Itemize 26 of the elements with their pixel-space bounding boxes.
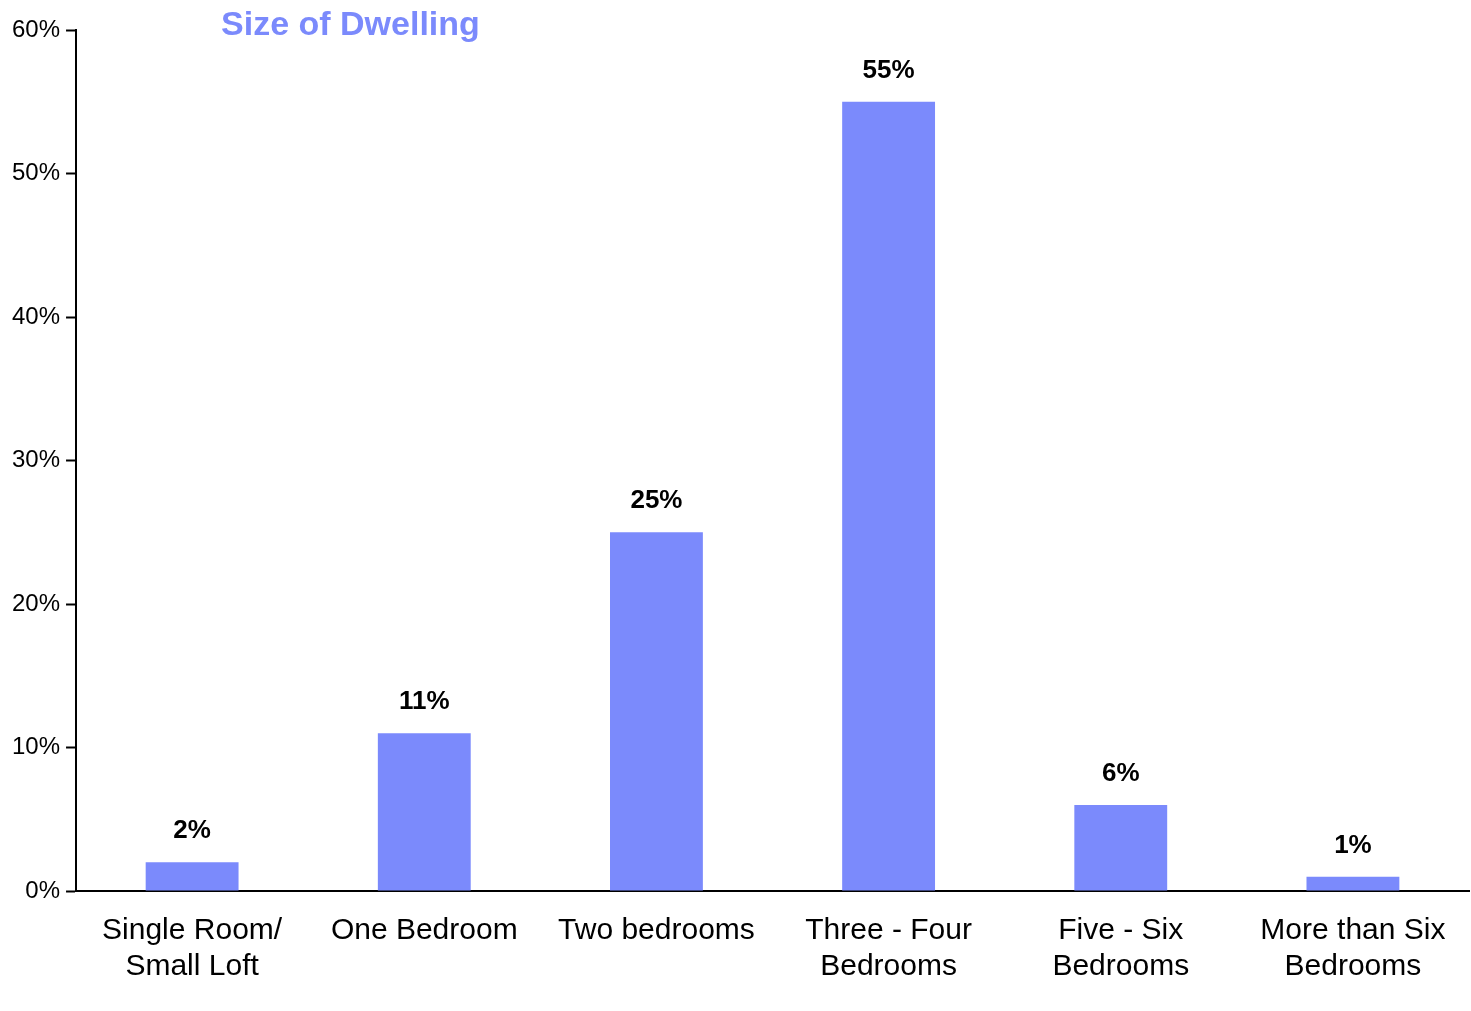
y-tick-label: 60% bbox=[11, 14, 61, 42]
x-tick-label: More than Six Bedrooms bbox=[1260, 912, 1446, 982]
bar bbox=[610, 532, 703, 891]
bar bbox=[842, 101, 936, 891]
bar bbox=[1306, 876, 1400, 891]
bar bbox=[377, 733, 471, 891]
data-label: 11% bbox=[398, 685, 450, 716]
data-label: 55% bbox=[862, 53, 915, 84]
data-label: 2% bbox=[173, 814, 211, 845]
chart-title: Size of Dwelling bbox=[221, 4, 480, 43]
data-label: 25% bbox=[630, 484, 683, 515]
data-label: 1% bbox=[1334, 828, 1372, 859]
data-label: 6% bbox=[1101, 757, 1140, 788]
x-tick-label: Three - Four Bedrooms bbox=[805, 912, 972, 982]
y-tick-label: 10% bbox=[11, 732, 61, 760]
x-tick-label: Five - Six Bedrooms bbox=[1052, 912, 1190, 982]
x-tick-label: Single Room/ Small Loft bbox=[102, 912, 283, 982]
x-tick-label: One Bedroom bbox=[330, 912, 518, 946]
y-tick-label: 20% bbox=[11, 588, 61, 616]
bar bbox=[1074, 804, 1168, 891]
y-tick-label: 30% bbox=[11, 445, 61, 473]
bar bbox=[145, 862, 239, 891]
y-tick-label: 50% bbox=[11, 158, 61, 186]
x-tick-label: Two bedrooms bbox=[558, 912, 755, 946]
y-tick-label: 40% bbox=[11, 301, 61, 329]
y-tick-label: 0% bbox=[25, 875, 61, 903]
